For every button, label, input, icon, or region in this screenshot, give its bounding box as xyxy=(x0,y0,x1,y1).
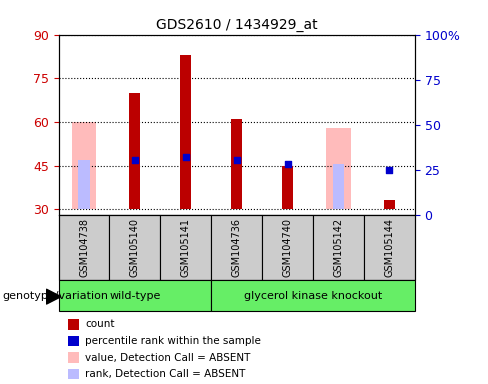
Text: GSM105141: GSM105141 xyxy=(181,218,191,277)
Text: genotype/variation: genotype/variation xyxy=(2,291,108,301)
Text: glycerol kinase knockout: glycerol kinase knockout xyxy=(244,291,382,301)
Text: GSM104738: GSM104738 xyxy=(79,218,89,277)
Bar xyxy=(313,215,364,280)
Bar xyxy=(180,55,191,209)
Bar xyxy=(59,280,211,311)
Point xyxy=(182,154,190,160)
Bar xyxy=(59,215,109,280)
Title: GDS2610 / 1434929_at: GDS2610 / 1434929_at xyxy=(156,18,318,32)
Text: percentile rank within the sample: percentile rank within the sample xyxy=(85,336,261,346)
Text: value, Detection Call = ABSENT: value, Detection Call = ABSENT xyxy=(85,353,250,362)
Bar xyxy=(109,215,161,280)
Point xyxy=(233,157,241,163)
Text: GSM104736: GSM104736 xyxy=(232,218,242,277)
Text: GSM105144: GSM105144 xyxy=(385,218,394,277)
Point xyxy=(131,157,139,163)
Bar xyxy=(79,160,90,209)
Bar xyxy=(72,122,96,209)
Point xyxy=(386,167,393,173)
Text: GSM104740: GSM104740 xyxy=(283,218,293,277)
Text: wild-type: wild-type xyxy=(109,291,161,301)
Bar xyxy=(326,128,351,209)
Text: rank, Detection Call = ABSENT: rank, Detection Call = ABSENT xyxy=(85,369,245,379)
Bar xyxy=(231,119,242,209)
Bar xyxy=(211,280,415,311)
Polygon shape xyxy=(46,289,61,304)
Text: GSM105142: GSM105142 xyxy=(333,218,344,277)
Text: GSM105140: GSM105140 xyxy=(130,218,140,277)
Point xyxy=(284,161,291,167)
Bar xyxy=(364,215,415,280)
Bar xyxy=(282,166,293,209)
Bar xyxy=(211,215,262,280)
Bar xyxy=(129,93,141,209)
Bar xyxy=(161,215,211,280)
Text: count: count xyxy=(85,319,114,329)
Bar xyxy=(262,215,313,280)
Bar xyxy=(384,200,395,209)
Bar xyxy=(333,164,344,209)
